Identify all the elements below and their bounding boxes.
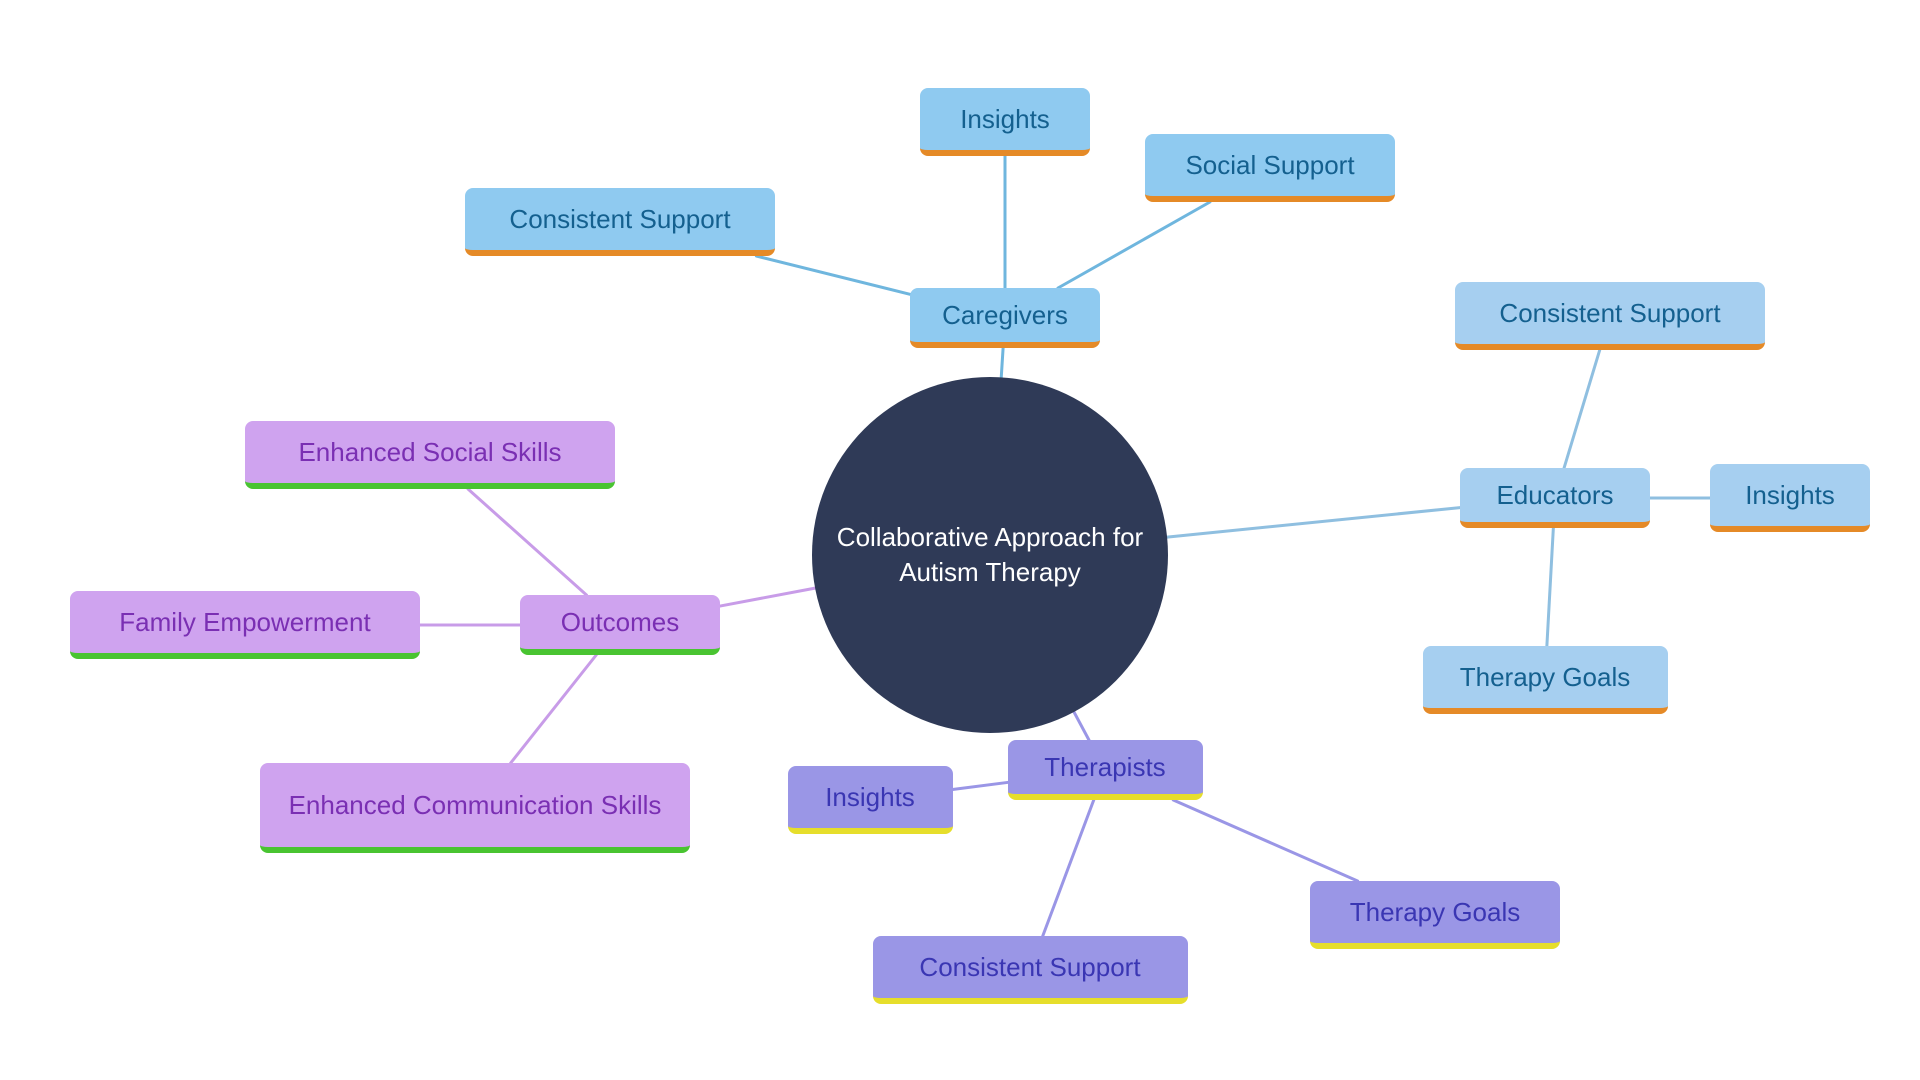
therapists-child-0: Insights [788,766,953,834]
outcomes-hub-label: Outcomes [561,606,680,639]
center-node: Collaborative Approach for Autism Therap… [812,377,1168,733]
caregivers-hub: Caregivers [910,288,1100,348]
educators-child-0: Consistent Support [1455,282,1765,350]
caregivers-child-2: Social Support [1145,134,1395,202]
educators-child-label-2: Therapy Goals [1460,661,1631,694]
outcomes-child-0: Enhanced Social Skills [245,421,615,489]
educators-child-label-0: Consistent Support [1499,297,1720,330]
educators-hub-label: Educators [1496,479,1613,512]
caregivers-child-0: Consistent Support [465,188,775,256]
educators-hub: Educators [1460,468,1650,528]
therapists-child-2: Therapy Goals [1310,881,1560,949]
diagram-canvas: Collaborative Approach for Autism Therap… [0,0,1920,1080]
educators-child-1: Insights [1710,464,1870,532]
outcomes-child-label-2: Enhanced Communication Skills [289,789,662,822]
caregivers-child-label-1: Insights [960,103,1050,136]
therapists-hub: Therapists [1008,740,1203,800]
therapists-hub-label: Therapists [1044,751,1165,784]
educators-child-label-1: Insights [1745,479,1835,512]
caregivers-hub-label: Caregivers [942,299,1068,332]
outcomes-hub: Outcomes [520,595,720,655]
caregivers-child-label-0: Consistent Support [509,203,730,236]
center-label: Collaborative Approach for Autism Therap… [832,520,1148,590]
therapists-child-label-1: Consistent Support [919,951,1140,984]
outcomes-child-2: Enhanced Communication Skills [260,763,690,853]
caregivers-child-1: Insights [920,88,1090,156]
therapists-child-1: Consistent Support [873,936,1188,1004]
outcomes-child-1: Family Empowerment [70,591,420,659]
therapists-child-label-2: Therapy Goals [1350,896,1521,929]
caregivers-child-label-2: Social Support [1185,149,1354,182]
outcomes-child-label-0: Enhanced Social Skills [298,436,561,469]
outcomes-child-label-1: Family Empowerment [119,606,370,639]
educators-child-2: Therapy Goals [1423,646,1668,714]
therapists-child-label-0: Insights [825,781,915,814]
